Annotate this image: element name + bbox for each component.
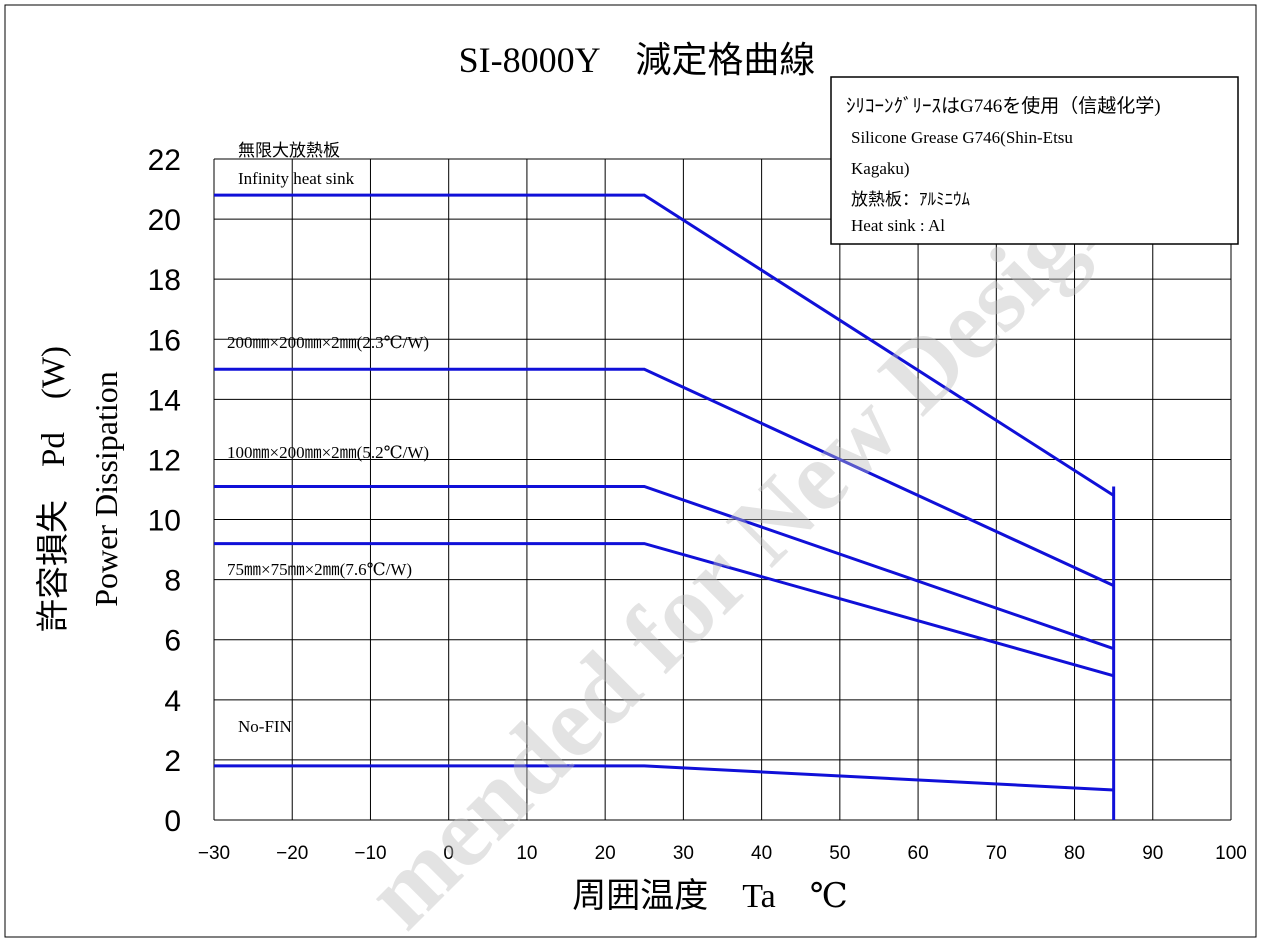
annotation-line-1: ｼﾘｺｰﾝｸﾞﾘｰｽはG746を使用（信越化学): [846, 95, 1161, 117]
y-tick-label: 18: [148, 264, 181, 297]
grid: [213, 158, 1232, 821]
series-line: [214, 367, 1115, 587]
x-tick-label: 0: [443, 843, 454, 864]
x-tick-label: −20: [276, 843, 308, 864]
y-tick-label: 10: [148, 505, 181, 538]
annotation-line-4: 放熱板：ｱﾙﾐﾆｳﾑ: [851, 190, 970, 209]
x-tick-label: −30: [198, 843, 230, 864]
series-label: 75㎜×75㎜×2㎜(7.6℃/W): [227, 560, 412, 579]
x-axis-title: 周囲温度 Ta ℃: [572, 877, 848, 915]
series-label: Infinity heat sink: [238, 169, 355, 188]
y-tick-label: 2: [164, 745, 181, 778]
x-tick-label: 70: [986, 843, 1007, 864]
series-line: [214, 485, 1115, 651]
series-line: [214, 193, 1115, 497]
page-frame: [4, 4, 1257, 938]
x-tick-label: 20: [595, 843, 616, 864]
x-tick-label: 90: [1142, 843, 1163, 864]
x-tick-label: −10: [354, 843, 386, 864]
y-axis-title-jp: 許容損失 Pd (W): [35, 346, 72, 632]
y-tick-label: 20: [148, 204, 181, 237]
series-label: 100㎜×200㎜×2㎜(5.2℃/W): [227, 443, 429, 462]
series-label: No-FIN: [238, 717, 292, 736]
tick-labels: −30 −20 −10 0 10 20 30 40 50 60 70 80 90 100 0 2 4 6 8 10 12…: [148, 144, 1247, 864]
annotation-frame: [830, 76, 1239, 245]
chart-title: SI-8000Y 減定格曲線: [459, 40, 816, 80]
x-tick-label: 100: [1215, 843, 1247, 864]
series-label: 200㎜×200㎜×2㎜(2.3℃/W): [227, 333, 429, 352]
series-label: 無限大放熱板: [238, 141, 340, 160]
annotation-line-2: Silicone Grease G746(Shin-Etsu: [851, 128, 1073, 147]
x-tick-label: 60: [908, 843, 929, 864]
y-tick-label: 8: [164, 565, 181, 598]
annotation-line-5: Heat sink : Al: [851, 216, 945, 235]
series-labels: 無限大放熱板 Infinity heat sink 200㎜×200㎜×2㎜(2.3…: [227, 141, 429, 736]
series-line: [214, 542, 1115, 678]
series-lines: [214, 193, 1116, 820]
annotation-box: ｼﾘｺｰﾝｸﾞﾘｰｽはG746を使用（信越化学) Silicone Grease…: [830, 76, 1239, 245]
y-tick-label: 4: [164, 685, 181, 718]
x-tick-label: 50: [829, 843, 850, 864]
y-tick-label: 16: [148, 324, 181, 357]
x-tick-label: 80: [1064, 843, 1085, 864]
x-tick-label: 40: [751, 843, 772, 864]
y-tick-label: 6: [164, 625, 181, 658]
y-axis-title-en: Power Dissipation: [88, 371, 124, 607]
watermark-text: mended for New Designs: [344, 124, 1170, 942]
y-tick-label: 0: [164, 805, 181, 838]
series-line: [214, 764, 1114, 792]
y-tick-label: 14: [148, 384, 181, 417]
annotation-line-3: Kagaku): [851, 159, 910, 178]
x-tick-label: 10: [516, 843, 537, 864]
y-tick-label: 12: [148, 444, 181, 477]
y-tick-label: 22: [148, 144, 181, 177]
x-tick-label: 30: [673, 843, 694, 864]
